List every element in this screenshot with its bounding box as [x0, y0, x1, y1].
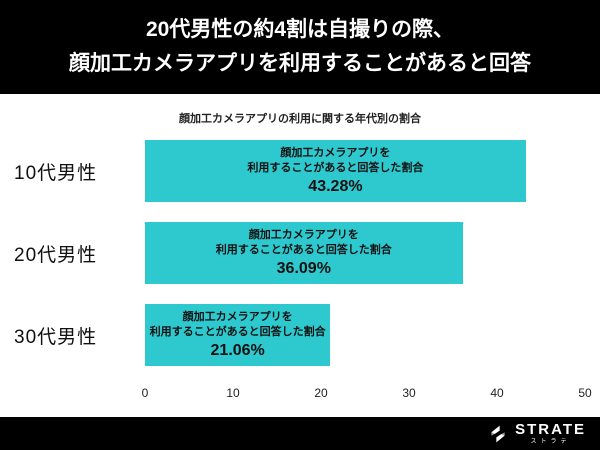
x-tick-label: 50 [578, 386, 592, 400]
bar: 顔加工カメラアプリを 利用することがあると回答した割合 21.06% [145, 304, 331, 366]
x-tick-label: 20 [314, 386, 328, 400]
bar-track: 顔加工カメラアプリを 利用することがあると回答した割合 21.06% [145, 304, 585, 366]
category-label: 10代男性 [14, 162, 98, 184]
bar-row: 20代男性 顔加工カメラアプリを 利用することがあると回答した割合 36.09% [0, 222, 600, 284]
header-title-line2: 顔加工カメラアプリを利用することがあると回答 [69, 52, 531, 75]
bar-desc-line2: 利用することがあると回答した割合 [247, 162, 424, 174]
brand-name: STRATE [515, 421, 586, 438]
category-label: 20代男性 [14, 244, 98, 266]
bar-value-label: 21.06% [210, 341, 265, 359]
bar-row: 30代男性 顔加工カメラアプリを 利用することがあると回答した割合 21.06% [0, 304, 600, 366]
footer-bar: STRATE ストラテ [0, 417, 600, 450]
bar-value-label: 36.09% [276, 259, 331, 277]
bar-desc-line2: 利用することがあると回答した割合 [215, 244, 392, 256]
bar-chart: 10代男性 顔加工カメラアプリを 利用することがあると回答した割合 43.28%… [0, 140, 600, 404]
header-title-line1: 20代男性の約4割は自撮りの際、 [145, 18, 455, 42]
x-tick-label: 10 [226, 386, 240, 400]
x-tick-label: 0 [141, 386, 149, 400]
bar-value-label: 43.28% [308, 177, 363, 195]
bar-desc-line1: 顔加工カメラアプリを [280, 147, 391, 160]
brand-block: STRATE ストラテ [515, 422, 586, 445]
x-axis: 0 10 20 30 40 50 [141, 386, 592, 404]
bar-desc-line2: 利用することがあると回答した割合 [149, 326, 326, 338]
header-banner: 20代男性の約4割は自撮りの際、 顔加工カメラアプリを利用することがあると回答 [0, 0, 600, 94]
bar-track: 顔加工カメラアプリを 利用することがあると回答した割合 36.09% [145, 222, 585, 284]
bar: 顔加工カメラアプリを 利用することがあると回答した割合 43.28% [145, 140, 526, 202]
x-tick-label: 30 [402, 386, 416, 400]
bar-track: 顔加工カメラアプリを 利用することがあると回答した割合 43.28% [145, 140, 585, 202]
bar-desc-line1: 顔加工カメラアプリを [182, 311, 293, 324]
chart-title: 顔加工カメラアプリの利用に関する年代別の割合 [179, 113, 421, 125]
bar-row: 10代男性 顔加工カメラアプリを 利用することがあると回答した割合 43.28% [0, 140, 600, 202]
bar-desc-line1: 顔加工カメラアプリを [248, 229, 359, 242]
brand-subtitle: ストラテ [530, 439, 571, 445]
x-tick-label: 40 [490, 386, 504, 400]
bar: 顔加工カメラアプリを 利用することがあると回答した割合 36.09% [145, 222, 463, 284]
strate-logo-icon [488, 423, 509, 444]
category-label: 30代男性 [14, 326, 98, 348]
